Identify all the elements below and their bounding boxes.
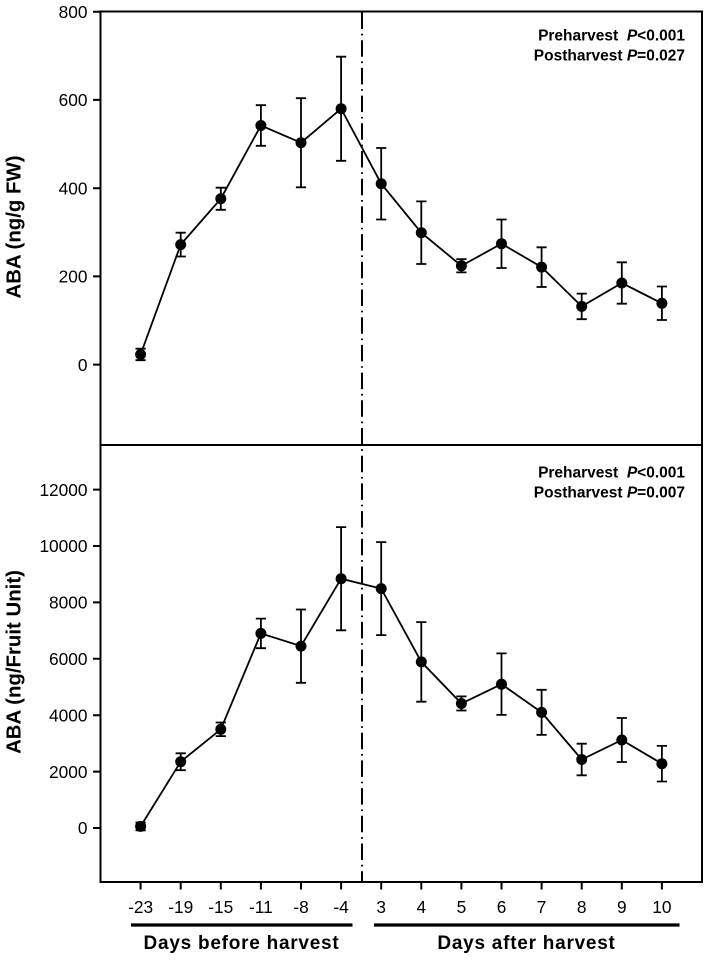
svg-text:-15: -15 — [208, 897, 233, 917]
svg-text:4000: 4000 — [49, 705, 87, 725]
svg-text:-8: -8 — [293, 897, 308, 917]
svg-text:-4: -4 — [333, 897, 349, 917]
svg-text:Preharvest P<0.001: Preharvest P<0.001 — [538, 465, 685, 482]
svg-text:Postharvest P=0.007: Postharvest P=0.007 — [534, 485, 685, 502]
svg-text:8000: 8000 — [49, 593, 87, 613]
svg-text:10: 10 — [652, 897, 671, 917]
svg-text:Days before harvest: Days before harvest — [144, 933, 340, 954]
svg-text:4: 4 — [416, 897, 426, 917]
svg-text:6000: 6000 — [49, 649, 87, 669]
svg-text:5: 5 — [457, 897, 467, 917]
svg-text:2000: 2000 — [49, 762, 87, 782]
svg-text:6: 6 — [497, 897, 507, 917]
svg-text:0: 0 — [78, 355, 88, 375]
svg-text:0: 0 — [78, 818, 88, 838]
svg-text:Preharvest P<0.001: Preharvest P<0.001 — [538, 27, 685, 44]
svg-text:400: 400 — [59, 178, 88, 198]
svg-text:Days after harvest: Days after harvest — [437, 933, 615, 954]
svg-text:-19: -19 — [168, 897, 193, 917]
svg-text:12000: 12000 — [39, 480, 87, 500]
svg-text:Postharvest P=0.027: Postharvest P=0.027 — [534, 48, 685, 65]
svg-text:ABA (ng/g FW): ABA (ng/g FW) — [4, 155, 26, 298]
svg-text:8: 8 — [577, 897, 587, 917]
svg-text:3: 3 — [376, 897, 386, 917]
svg-text:10000: 10000 — [39, 536, 87, 556]
svg-text:-11: -11 — [249, 897, 273, 917]
svg-text:7: 7 — [537, 897, 547, 917]
svg-text:-23: -23 — [128, 897, 153, 917]
svg-text:800: 800 — [59, 2, 88, 22]
svg-text:600: 600 — [59, 90, 88, 110]
svg-text:9: 9 — [617, 897, 627, 917]
svg-text:ABA (ng/Fruit Unit): ABA (ng/Fruit Unit) — [4, 570, 26, 754]
svg-text:200: 200 — [59, 267, 88, 287]
